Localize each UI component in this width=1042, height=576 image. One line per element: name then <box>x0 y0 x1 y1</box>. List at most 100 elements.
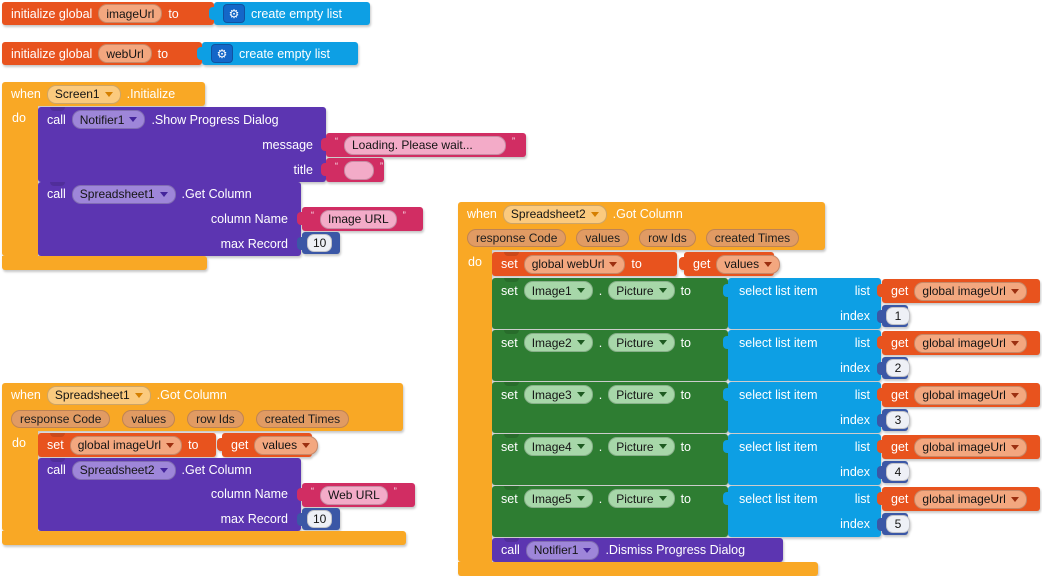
gear-mutator-icon[interactable]: ⚙ <box>223 4 245 23</box>
initialize-global-weburl-block[interactable]: initialize global webUrl to <box>2 42 202 65</box>
variable-dropdown[interactable]: values <box>254 435 319 455</box>
component-dropdown[interactable]: Notifier1 <box>71 110 146 129</box>
when-spreadsheet1-got-column-block[interactable]: when Spreadsheet1 .Got Column response C… <box>2 383 403 431</box>
text-value-field[interactable]: Web URL <box>320 485 388 505</box>
text-string-block-message[interactable]: “ Loading. Please wait... ” <box>321 133 526 157</box>
property-dropdown[interactable]: Picture <box>608 333 675 353</box>
property-dropdown[interactable]: Picture <box>608 385 675 405</box>
select-list-item-block[interactable]: select list item list index <box>723 434 881 485</box>
gear-mutator-icon[interactable]: ⚙ <box>211 44 233 63</box>
param-chip-row-ids[interactable]: row Ids <box>639 229 696 247</box>
number-block-index[interactable]: 3 <box>877 409 910 431</box>
param-chip-created-times[interactable]: created Times <box>255 410 350 428</box>
when-spreadsheet2-got-column-block[interactable]: when Spreadsheet2 .Got Column response C… <box>458 202 825 250</box>
variable-dropdown[interactable]: global imageUrl <box>914 489 1027 509</box>
create-empty-list-block[interactable]: ⚙ create empty list <box>197 42 358 65</box>
do-slot-column[interactable]: do <box>458 250 492 562</box>
property-dropdown[interactable]: Picture <box>608 489 675 509</box>
when-block-footer[interactable] <box>2 256 207 270</box>
variable-dropdown[interactable]: global imageUrl <box>914 437 1027 457</box>
set-image2-picture-block[interactable]: set Image2 . Picture to <box>492 330 728 381</box>
number-block-index[interactable]: 4 <box>877 461 910 483</box>
text-value-field[interactable]: Loading. Please wait... <box>344 135 506 155</box>
component-dropdown[interactable]: Image2 <box>523 333 593 353</box>
call-get-column-image-block[interactable]: call Spreadsheet1 .Get Column column Nam… <box>38 182 301 256</box>
text-string-block-title[interactable]: “ ” <box>321 158 384 182</box>
component-dropdown[interactable]: Image4 <box>523 437 593 457</box>
set-image3-picture-block[interactable]: set Image3 . Picture to <box>492 382 728 433</box>
variable-dropdown[interactable]: global imageUrl <box>69 435 183 455</box>
variable-dropdown[interactable]: global imageUrl <box>914 385 1027 405</box>
component-dropdown[interactable]: Spreadsheet2 <box>71 460 176 480</box>
dot-label: . <box>598 387 603 402</box>
number-value-field[interactable]: 2 <box>886 359 910 377</box>
get-global-imageurl-block[interactable]: get global imageUrl <box>877 279 1040 303</box>
component-dropdown[interactable]: Spreadsheet2 <box>502 204 607 224</box>
param-chip-response-code[interactable]: response Code <box>467 229 567 247</box>
number-block-max-record[interactable]: 10 <box>297 508 340 530</box>
number-value-field[interactable]: 10 <box>307 234 333 252</box>
text-string-block-web-url[interactable]: “ Web URL ” <box>297 483 415 507</box>
variable-name-field[interactable]: imageUrl <box>98 4 163 23</box>
dropdown-arrow-icon <box>104 91 113 97</box>
get-global-imageurl-block[interactable]: get global imageUrl <box>877 383 1040 407</box>
get-global-imageurl-block[interactable]: get global imageUrl <box>877 487 1040 511</box>
number-value-field[interactable]: 3 <box>886 411 910 429</box>
number-value-field[interactable]: 1 <box>886 307 910 325</box>
number-block-max-record[interactable]: 10 <box>297 232 340 254</box>
component-dropdown[interactable]: Screen1 <box>46 84 121 104</box>
component-dropdown[interactable]: Notifier1 <box>525 540 600 560</box>
component-dropdown[interactable]: Spreadsheet1 <box>71 184 176 204</box>
create-empty-list-block[interactable]: ⚙ create empty list <box>209 2 370 25</box>
select-list-item-block[interactable]: select list item list index <box>723 382 881 433</box>
param-chip-values[interactable]: values <box>576 229 630 247</box>
variable-name-field[interactable]: webUrl <box>98 44 152 63</box>
do-slot-column[interactable]: do <box>2 106 38 256</box>
select-list-item-block[interactable]: select list item list index <box>723 278 881 329</box>
number-block-index[interactable]: 5 <box>877 513 910 535</box>
variable-dropdown[interactable]: values <box>716 254 781 274</box>
number-value-field[interactable]: 10 <box>307 510 333 528</box>
get-values-block[interactable]: get values <box>217 433 319 457</box>
component-dropdown[interactable]: Image3 <box>523 385 593 405</box>
get-global-imageurl-block[interactable]: get global imageUrl <box>877 331 1040 355</box>
select-list-item-block[interactable]: select list item list index <box>723 330 881 381</box>
number-value-field[interactable]: 4 <box>886 463 910 481</box>
text-value-field[interactable]: Image URL <box>320 209 397 229</box>
select-list-item-block[interactable]: select list item list index <box>723 486 881 537</box>
property-dropdown[interactable]: Picture <box>608 437 675 457</box>
variable-dropdown[interactable]: global imageUrl <box>914 281 1027 301</box>
property-dropdown[interactable]: Picture <box>608 281 675 301</box>
when-block-footer[interactable] <box>2 531 406 545</box>
component-dropdown[interactable]: Image1 <box>523 281 593 301</box>
param-chip-response-code[interactable]: response Code <box>11 410 111 428</box>
param-chip-values[interactable]: values <box>122 410 176 428</box>
call-dismiss-progress-dialog-block[interactable]: call Notifier1 .Dismiss Progress Dialog <box>492 538 783 562</box>
number-value-field[interactable]: 5 <box>886 515 910 533</box>
when-screen1-initialize-block[interactable]: when Screen1 .Initialize <box>2 82 205 106</box>
variable-dropdown[interactable]: global imageUrl <box>914 333 1027 353</box>
text-value-field[interactable] <box>344 160 374 180</box>
set-image4-picture-block[interactable]: set Image4 . Picture to <box>492 434 728 485</box>
variable-name: global imageUrl <box>922 388 1006 402</box>
when-block-footer[interactable] <box>458 562 818 576</box>
set-global-imageurl-block[interactable]: set global imageUrl to <box>38 433 216 457</box>
component-dropdown[interactable]: Spreadsheet1 <box>46 385 151 405</box>
set-image5-picture-block[interactable]: set Image5 . Picture to <box>492 486 728 537</box>
text-string-block-image-url[interactable]: “ Image URL ” <box>297 207 423 231</box>
set-global-weburl-block[interactable]: set global webUrl to <box>492 252 677 276</box>
get-global-imageurl-block[interactable]: get global imageUrl <box>877 435 1040 459</box>
get-values-block[interactable]: get values <box>679 252 781 276</box>
number-block-index[interactable]: 2 <box>877 357 910 379</box>
do-slot-column[interactable]: do <box>2 431 38 531</box>
call-show-progress-dialog-block[interactable]: call Notifier1 .Show Progress Dialog mes… <box>38 107 326 182</box>
number-block-index[interactable]: 1 <box>877 305 910 327</box>
set-image1-picture-block[interactable]: set Image1 . Picture to <box>492 278 728 329</box>
number-value: 10 <box>313 512 327 526</box>
call-get-column-web-block[interactable]: call Spreadsheet2 .Get Column column Nam… <box>38 458 301 531</box>
component-dropdown[interactable]: Image5 <box>523 489 593 509</box>
param-chip-created-times[interactable]: created Times <box>705 229 800 247</box>
variable-dropdown[interactable]: global webUrl <box>523 254 626 274</box>
param-chip-row-ids[interactable]: row Ids <box>187 410 244 428</box>
initialize-global-imageurl-block[interactable]: initialize global imageUrl to <box>2 2 214 25</box>
